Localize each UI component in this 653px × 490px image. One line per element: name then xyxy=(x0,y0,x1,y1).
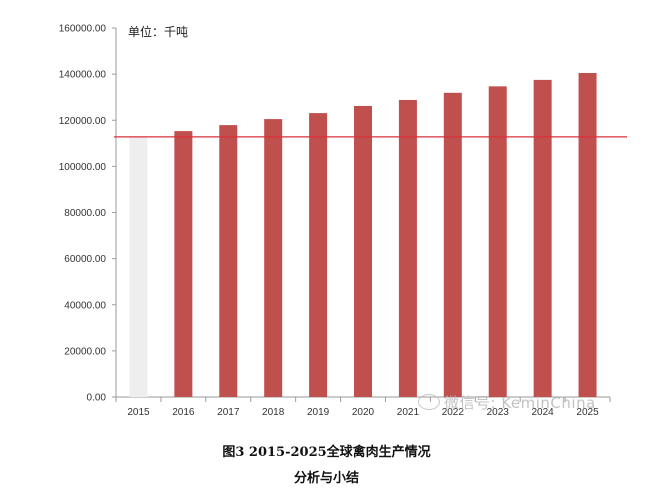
x-tick-label: 2024 xyxy=(532,407,555,418)
x-tick-label: 2022 xyxy=(442,407,465,418)
section-heading: 分析与小结 xyxy=(293,471,359,486)
x-tick-label: 2023 xyxy=(487,407,510,418)
x-tick-label: 2015 xyxy=(127,407,150,418)
x-tick-label: 2016 xyxy=(172,407,195,418)
y-tick-label: 60000.00 xyxy=(64,254,106,265)
bar-2019 xyxy=(309,113,328,398)
y-tick-label: 160000.00 xyxy=(59,24,107,35)
y-tick-label: 120000.00 xyxy=(59,116,107,127)
bar-2018 xyxy=(264,119,283,398)
x-tick-label: 2018 xyxy=(262,407,285,418)
y-tick-label: 140000.00 xyxy=(59,70,107,81)
y-tick-label: 0.00 xyxy=(87,393,107,404)
x-tick-label: 2017 xyxy=(217,407,240,418)
watermark-text: 微信号: KeminChina xyxy=(444,394,596,412)
bar-2023 xyxy=(488,86,507,398)
bar-2025 xyxy=(578,72,597,398)
bar-2017 xyxy=(219,125,238,397)
unit-label: 单位：千吨 xyxy=(128,24,188,39)
bar-2016 xyxy=(174,131,193,398)
watermark: 微信号: KeminChina xyxy=(418,392,596,413)
bar-2022 xyxy=(443,92,462,397)
bar-chart: 0.00 20000.00 40000.00 60000.00 80000.00 1000… xyxy=(59,24,627,418)
x-tick-label: 2025 xyxy=(576,407,599,418)
y-tick-label: 80000.00 xyxy=(64,208,106,219)
figure-caption: 图3 2015-2025全球禽肉生产情况 xyxy=(222,445,431,460)
wechat-icon xyxy=(418,394,440,410)
bar-2015 xyxy=(129,136,148,398)
x-tick-label: 2021 xyxy=(397,407,420,418)
y-tick-label: 40000.00 xyxy=(64,300,106,311)
y-tick-label: 20000.00 xyxy=(64,346,106,357)
x-tick-label: 2020 xyxy=(352,407,375,418)
x-tick-label: 2019 xyxy=(307,407,330,418)
bar-2024 xyxy=(533,79,552,397)
y-tick-label: 100000.00 xyxy=(59,162,107,173)
bar-2020 xyxy=(354,105,372,398)
bar-2021 xyxy=(398,99,417,397)
